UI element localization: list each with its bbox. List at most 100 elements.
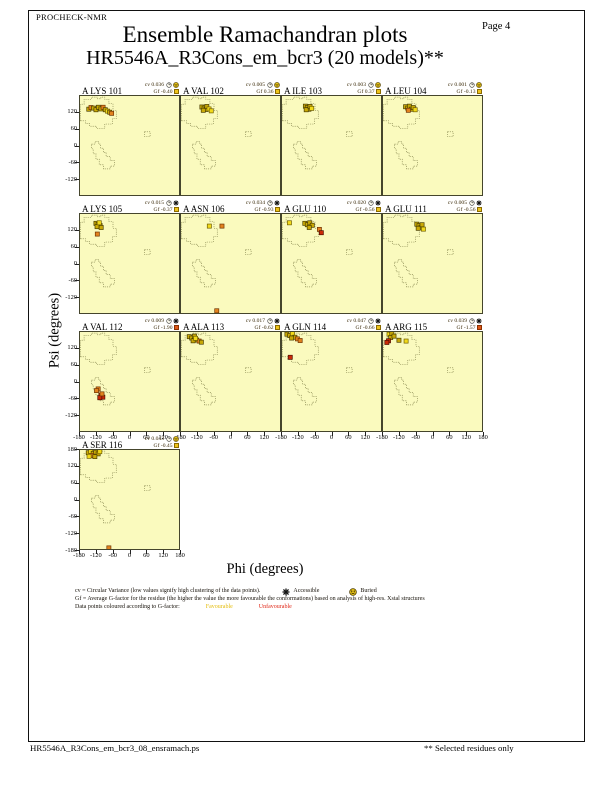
x-tick-mark: [180, 432, 181, 436]
x-tick-label: 0: [228, 434, 233, 441]
x-tick-mark: [348, 432, 350, 436]
data-point: [419, 222, 425, 228]
data-point: [307, 220, 313, 226]
data-point: [403, 338, 409, 344]
x-tick-mark: [129, 550, 131, 554]
y-tick-label: -60: [68, 512, 77, 520]
y-tick-label: 120: [67, 226, 77, 234]
x-tick-label: -120: [89, 434, 102, 441]
y-tick-label: -120: [65, 529, 77, 537]
y-tick-mark: [75, 550, 79, 551]
clock-icon: [266, 200, 273, 206]
x-tick-mark: [163, 550, 165, 554]
legend-cv-text: cv = Circular Variance (low values signi…: [75, 588, 261, 594]
allowed-region-outline: [144, 249, 151, 256]
residue-label: A LEU 104: [385, 86, 427, 96]
plot-stats: cv 0.039 Gf -1.57: [448, 318, 482, 331]
data-point: [384, 340, 390, 345]
clock-icon: [468, 82, 475, 88]
gf-line: Gf -0.62: [246, 325, 280, 332]
x-tick-label: 120: [158, 552, 168, 559]
clock-icon: [468, 318, 475, 324]
accessible-star-icon: [274, 200, 280, 206]
data-point: [94, 388, 99, 393]
cv-line: cv 0.034: [246, 200, 280, 207]
residue-label: A GLU 110: [284, 204, 327, 214]
gf-value: Gf -1.57: [456, 324, 476, 331]
x-tick-mark: [247, 432, 249, 436]
x-tick-label: -180: [73, 434, 85, 441]
clock-icon: [165, 82, 172, 88]
x-tick-label: 0: [329, 434, 334, 441]
x-tick-mark: [331, 432, 333, 436]
data-point: [415, 225, 421, 231]
accessible-star-icon: [173, 318, 179, 324]
data-point: [219, 223, 225, 229]
plot-header: A VAL 112 cv 0.009 Gf -1.90: [79, 318, 180, 332]
x-tick-mark: [483, 432, 484, 436]
allowed-region-outline: [394, 259, 418, 288]
y-tick-mark: [75, 398, 79, 400]
page-subtitle: HR5546A_R3Cons_em_bcr3 (20 models)**: [86, 47, 444, 69]
x-tick-label: -120: [190, 434, 203, 441]
data-point: [318, 230, 324, 236]
cv-line: cv 0.003: [347, 82, 381, 89]
x-tick-label: -60: [108, 434, 117, 441]
x-tick-mark: [213, 432, 215, 436]
plot-canvas: [282, 214, 353, 288]
allowed-region-outline: [91, 495, 115, 524]
plot-header: A SER 116 cv 0.043 Gf -0.45: [79, 436, 180, 450]
gf-status-chip: [174, 443, 179, 449]
y-tick-mark: [75, 297, 79, 299]
gf-line: Gf -0.56: [347, 207, 381, 214]
cv-value: cv 0.003: [346, 82, 366, 88]
plot-header: A LYS 105 cv 0.015 Gf -0.37: [79, 200, 180, 214]
allowed-region-outline: [293, 377, 317, 406]
plot-stats: cv 0.036 Gf -0.40: [145, 82, 179, 95]
cv-value: cv 0.020: [346, 200, 366, 206]
cv-value: cv 0.017: [245, 318, 265, 324]
allowed-region-outline: [293, 141, 317, 170]
footer-filename: HR5546A_R3Cons_em_bcr3_08_ensramach.ps: [30, 743, 200, 753]
x-tick-label: -120: [291, 434, 304, 441]
data-point: [421, 226, 426, 232]
y-tick-mark: [75, 364, 79, 366]
ramachandran-plot: [180, 331, 281, 432]
plot-header: A GLU 110 cv 0.020 Gf -0.56: [281, 200, 382, 214]
y-tick-mark: [75, 128, 79, 130]
accessible-star-icon: [173, 200, 179, 206]
plot-stats: cv 0.009 Gf -1.90: [145, 318, 179, 331]
residue-label: A VAL 102: [183, 86, 224, 96]
residue-label: A ILE 103: [284, 86, 322, 96]
data-point: [193, 335, 198, 341]
x-tick-label: 60: [446, 434, 453, 441]
ramachandran-plot: [79, 95, 180, 196]
gf-value: Gf -0.93: [254, 206, 274, 213]
y-tick-mark: [75, 280, 79, 282]
ramachandran-plot: [281, 331, 382, 432]
ramachandran-plot: [281, 95, 382, 196]
plot-stats: cv 0.017 Gf -0.62: [246, 318, 280, 331]
buried-smiley-icon: [274, 82, 280, 89]
allowed-region-outline: [394, 141, 418, 170]
buried-icon: [349, 588, 358, 596]
y-tick-mark: [75, 263, 79, 265]
x-tick-mark: [163, 432, 165, 436]
legend-unfavourable-label: Unfavourable: [258, 603, 292, 610]
x-tick-label: 60: [244, 434, 251, 441]
x-tick-label: 180: [175, 552, 185, 559]
x-tick-label: 0: [127, 434, 132, 441]
x-axis-label: Phi (degrees): [226, 561, 304, 577]
ramachandran-plot: [281, 213, 382, 314]
cv-value: cv 0.034: [245, 200, 265, 206]
allowed-region-outline: [245, 131, 252, 138]
allowed-region-outline: [80, 332, 117, 365]
y-tick-label: -180: [65, 546, 77, 554]
data-point: [206, 223, 212, 229]
x-tick-label: -60: [411, 434, 420, 441]
app-name: PROCHECK-NMR: [36, 12, 108, 22]
legend-favourable-label: Favourable: [205, 603, 233, 610]
accessible-star-icon: [375, 200, 381, 206]
gf-value: Gf -1.90: [153, 324, 173, 331]
cv-value: cv 0.005: [245, 82, 265, 88]
